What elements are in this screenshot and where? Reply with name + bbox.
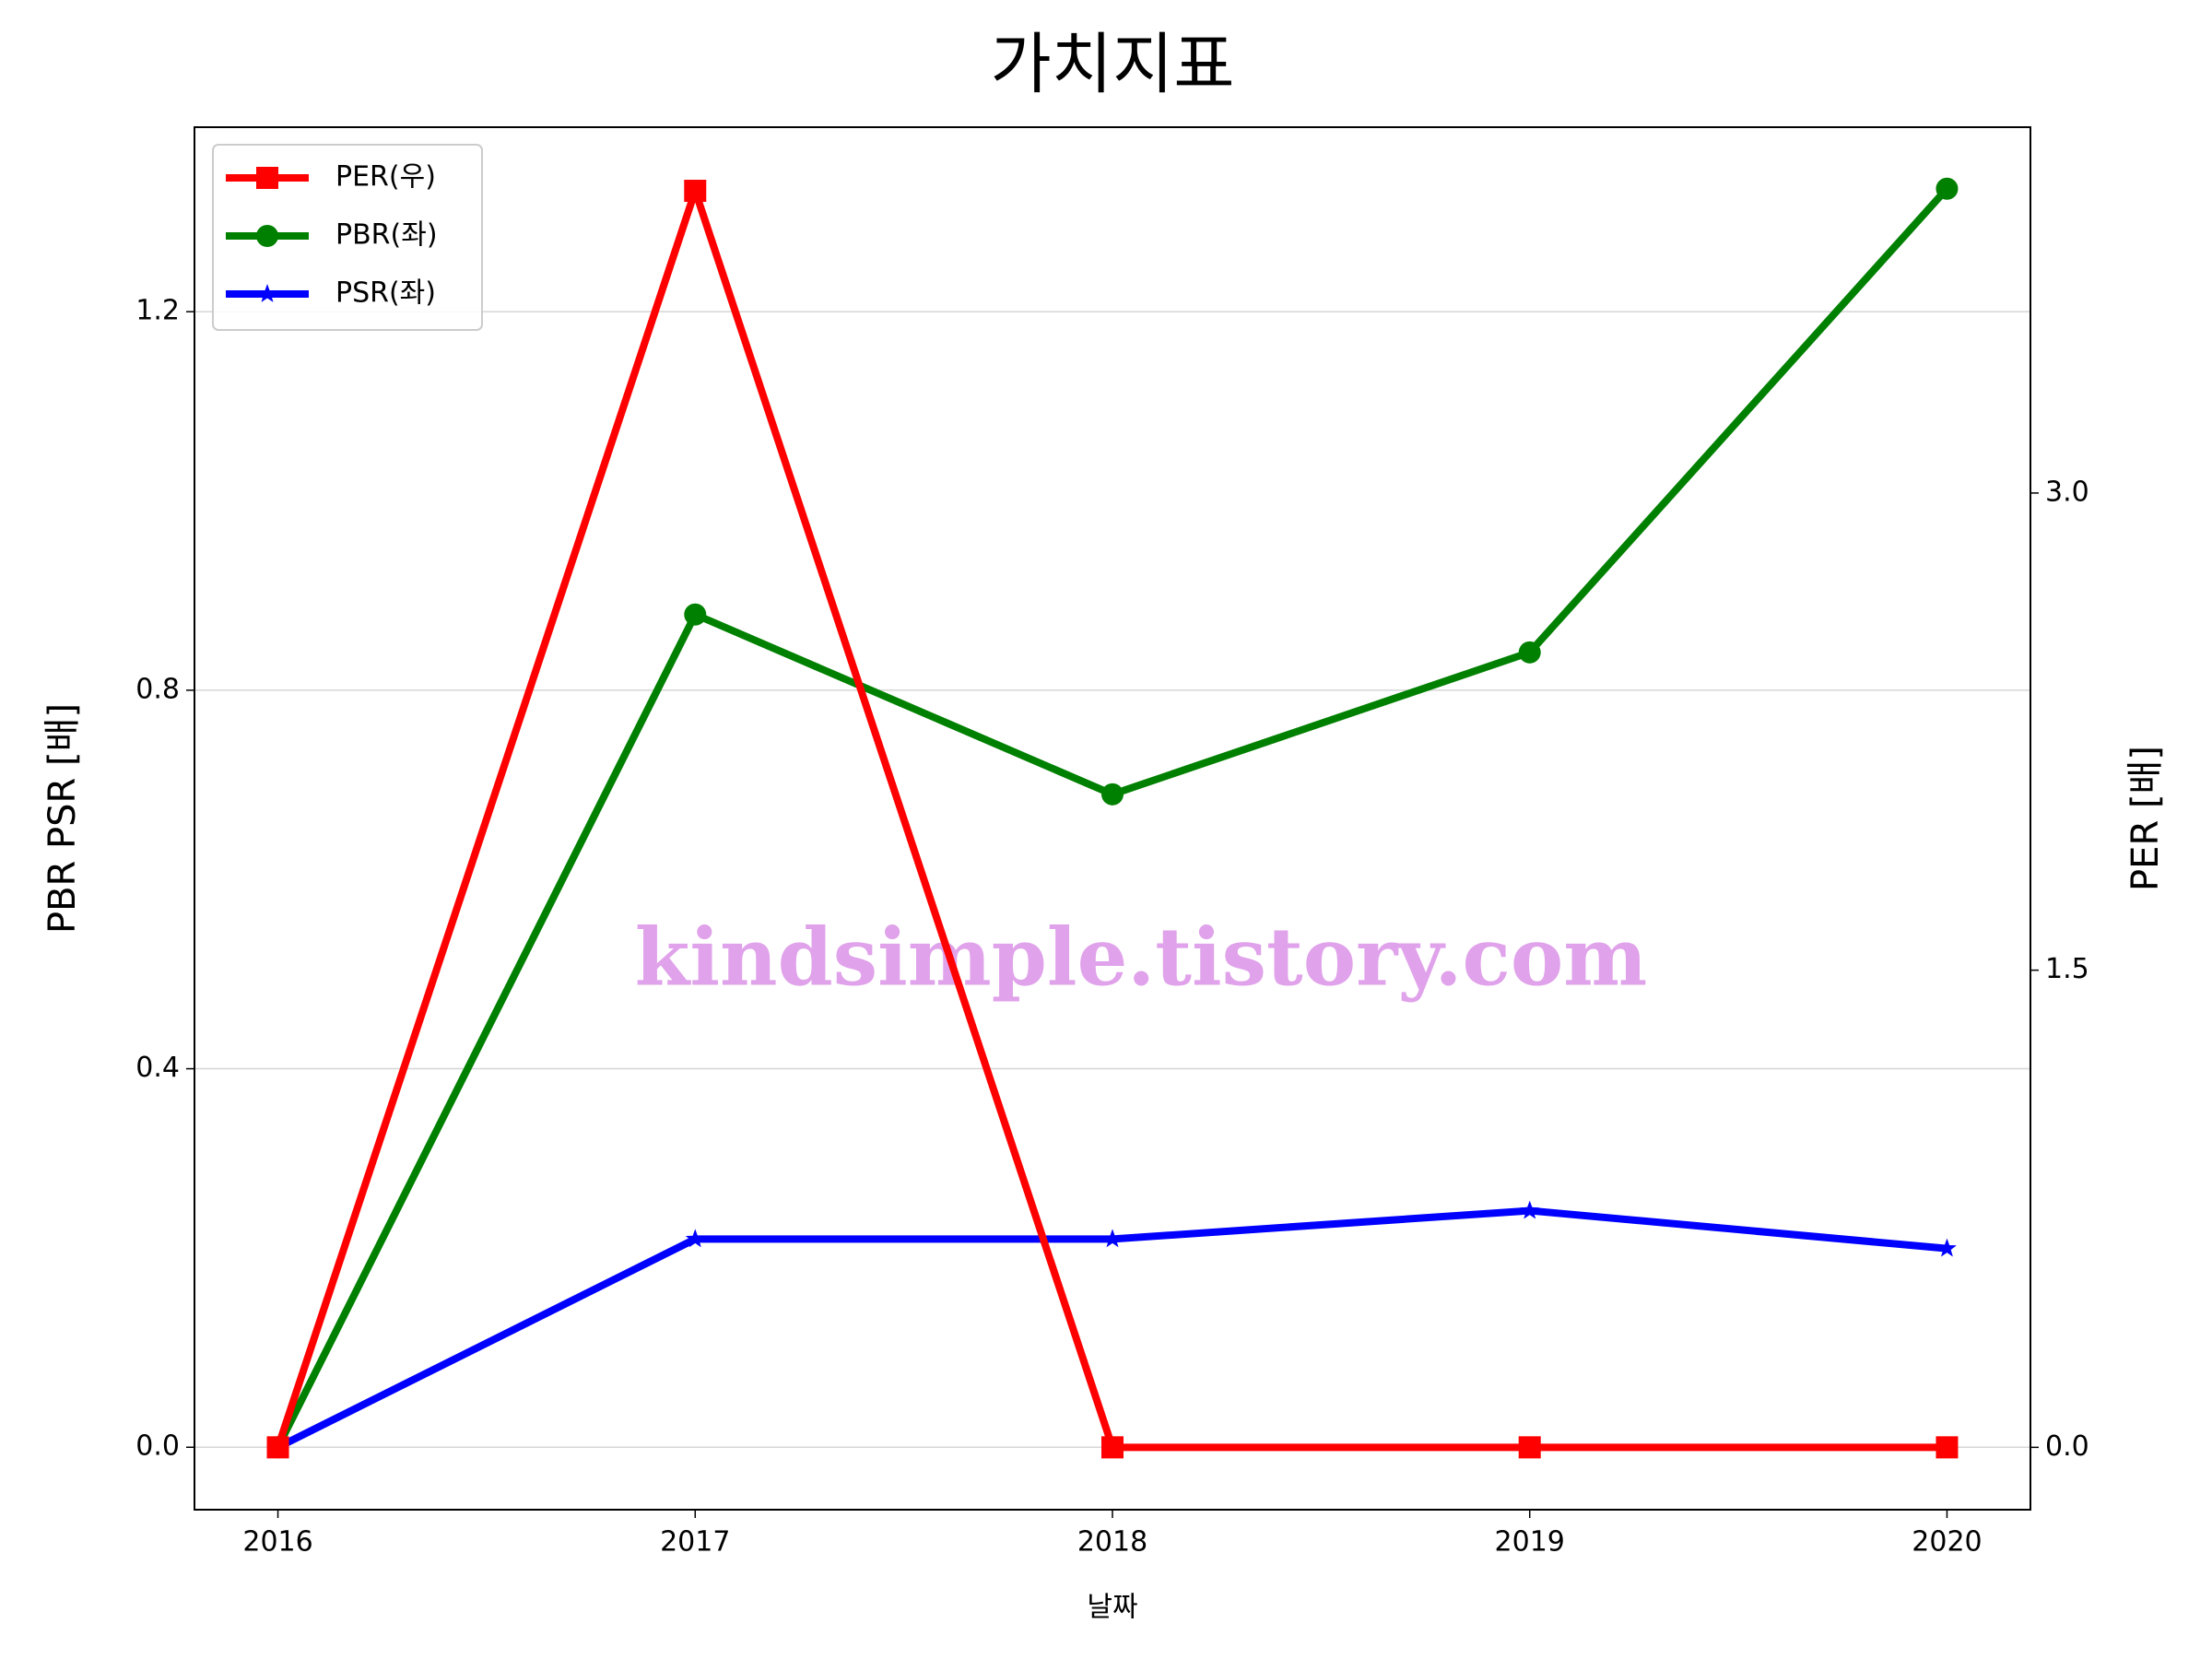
marker (685, 1229, 705, 1248)
marker (684, 180, 707, 203)
marker (256, 167, 278, 189)
marker (266, 1436, 289, 1459)
marker (256, 225, 278, 247)
y2-axis-label: PER [배] (2124, 746, 2167, 891)
x-tick-label: 2019 (1495, 1526, 1565, 1559)
marker (1936, 177, 1959, 200)
plot-frame (194, 126, 2031, 1511)
legend-label: PBR(좌) (335, 219, 438, 252)
y-axis-label: PBR PSR [배] (41, 703, 84, 934)
marker (1101, 782, 1124, 806)
x-tick-label: 2017 (660, 1526, 730, 1559)
x-tick-label: 2016 (242, 1526, 312, 1559)
x-tick-label: 2020 (1912, 1526, 1982, 1559)
y2-tick-label: 3.0 (2045, 476, 2089, 508)
y-tick-label: 1.2 (135, 295, 180, 327)
legend-label: PER(우) (335, 161, 436, 194)
y-tick-label: 0.8 (135, 673, 180, 705)
marker (257, 284, 277, 302)
marker (1518, 641, 1541, 664)
legend-label: PSR(좌) (335, 277, 436, 310)
marker (1520, 1200, 1540, 1219)
x-tick-label: 2018 (1077, 1526, 1147, 1559)
watermark: kindsimple.tistory.com (635, 912, 1647, 1005)
marker (1518, 1436, 1541, 1459)
marker (1102, 1229, 1123, 1248)
marker (1101, 1436, 1124, 1459)
marker (684, 603, 707, 626)
legend-box (212, 144, 483, 331)
marker (1937, 1238, 1957, 1257)
y2-tick-label: 0.0 (2045, 1430, 2089, 1463)
y-tick-label: 0.4 (135, 1052, 180, 1084)
legend: PER(우) PBR(좌) PSR(좌) (212, 144, 483, 331)
marker (1936, 1436, 1959, 1459)
chart-title: 가치지표 (991, 26, 1235, 103)
y2-tick-label: 1.5 (2045, 953, 2089, 985)
x-axis-label: 날짜 (1087, 1592, 1137, 1624)
y-tick-label: 0.0 (135, 1430, 180, 1463)
